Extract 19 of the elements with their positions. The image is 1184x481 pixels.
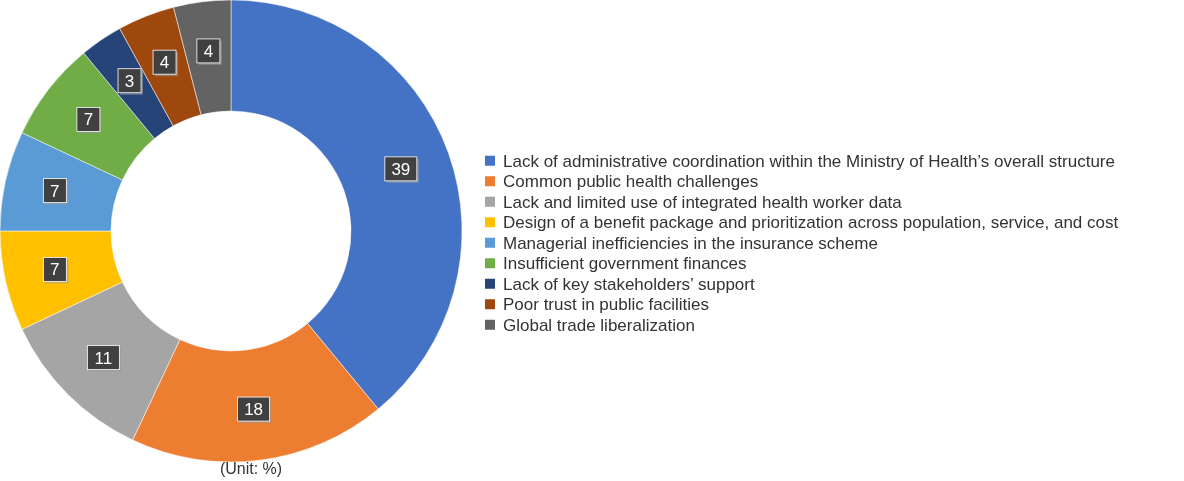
legend-label: Lack of key stakeholders’ support: [503, 274, 755, 294]
data-label: 3: [124, 71, 135, 91]
legend-label: Global trade liberalization: [503, 315, 695, 335]
data-label: 4: [203, 41, 214, 61]
data-label: 39: [391, 159, 411, 179]
data-label: 11: [94, 348, 113, 368]
text: (Unit: %): [219, 460, 283, 477]
data-label: 4: [159, 53, 170, 73]
legend-label: Common public health challenges: [503, 172, 759, 192]
data-label: 7: [50, 260, 60, 280]
legend-label: Insufficient government finances: [503, 254, 747, 274]
legend-label: Lack and limited use of integrated health worker data: [503, 192, 903, 212]
data-label: 7: [50, 181, 60, 201]
legend-label: Poor trust in public facilities: [503, 295, 709, 315]
data-label: 18: [244, 400, 264, 420]
legend-label: Design of a benefit package and prioritization across population, service, and cost: [503, 213, 1119, 233]
legend-label: Managerial inefficiencies in the insurance scheme: [503, 233, 878, 253]
data-label: 7: [83, 110, 94, 130]
legend-label: Lack of administrative coordination within the Ministry of Health’s overall structure: [503, 151, 1115, 171]
